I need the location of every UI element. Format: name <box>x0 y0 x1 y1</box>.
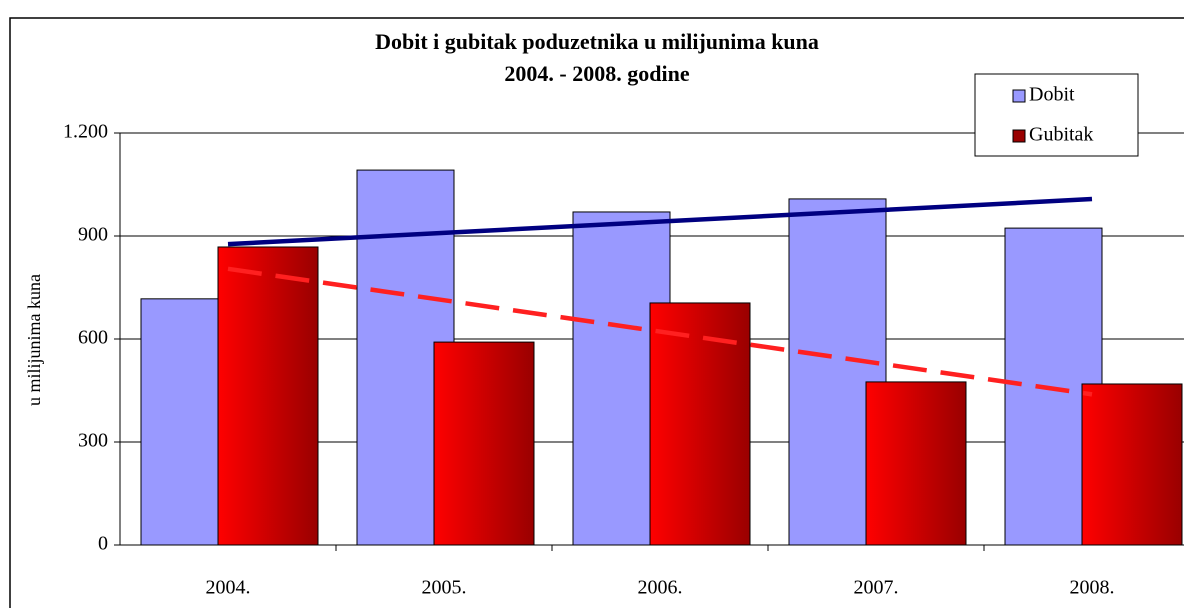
legend-box <box>974 73 1139 157</box>
x-tick-label: 2008. <box>1070 577 1115 599</box>
y-tick-label: 600 <box>78 327 108 349</box>
trendline <box>227 196 1093 247</box>
legend-swatch <box>1012 129 1026 143</box>
legend-label: Gubitak <box>1029 124 1093 146</box>
y-tick-label: 0 <box>98 533 108 555</box>
x-tick-label: 2005. <box>422 577 467 599</box>
y-axis-label: u milijunima kuna <box>24 274 44 406</box>
trendline <box>227 266 1093 397</box>
bar <box>1081 383 1183 546</box>
bar <box>217 246 319 546</box>
chart-title: Dobit i gubitak poduzetnika u milijunima… <box>375 29 819 54</box>
legend-label: Dobit <box>1029 84 1075 106</box>
y-tick-label: 1.200 <box>63 121 108 143</box>
bar <box>433 341 535 546</box>
x-tick-label: 2004. <box>206 577 251 599</box>
bar <box>649 302 751 546</box>
legend-swatch <box>1012 89 1026 103</box>
y-tick-label: 300 <box>78 430 108 452</box>
chart-subtitle: 2004. - 2008. godine <box>504 61 689 86</box>
x-tick-label: 2007. <box>854 577 899 599</box>
y-tick-label: 900 <box>78 224 108 246</box>
x-tick-label: 2006. <box>638 577 683 599</box>
bar <box>865 381 967 546</box>
